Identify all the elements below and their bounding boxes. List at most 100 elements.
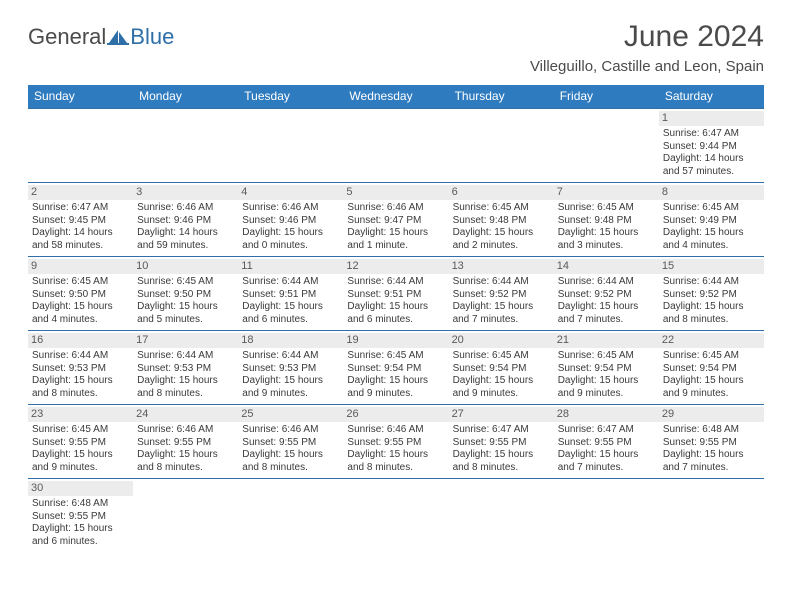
day-number: 28 <box>554 407 659 422</box>
day-sunrise: Sunrise: 6:46 AM <box>137 202 234 215</box>
day-daylight2: and 8 minutes. <box>663 314 760 327</box>
day-daylight2: and 2 minutes. <box>453 240 550 253</box>
day-details: Sunrise: 6:45 AMSunset: 9:54 PMDaylight:… <box>663 350 760 400</box>
day-sunrise: Sunrise: 6:45 AM <box>347 350 444 363</box>
day-cell: 10Sunrise: 6:45 AMSunset: 9:50 PMDayligh… <box>133 257 238 330</box>
dow-cell: Tuesday <box>238 85 343 108</box>
day-daylight1: Daylight: 15 hours <box>558 449 655 462</box>
day-sunrise: Sunrise: 6:44 AM <box>32 350 129 363</box>
day-cell: 26Sunrise: 6:46 AMSunset: 9:55 PMDayligh… <box>343 405 448 478</box>
day-details: Sunrise: 6:44 AMSunset: 9:52 PMDaylight:… <box>453 276 550 326</box>
day-number: 4 <box>238 185 343 200</box>
day-details: Sunrise: 6:48 AMSunset: 9:55 PMDaylight:… <box>32 498 129 548</box>
day-details: Sunrise: 6:44 AMSunset: 9:51 PMDaylight:… <box>347 276 444 326</box>
day-details: Sunrise: 6:46 AMSunset: 9:55 PMDaylight:… <box>242 424 339 474</box>
day-sunrise: Sunrise: 6:48 AM <box>663 424 760 437</box>
day-sunset: Sunset: 9:53 PM <box>242 363 339 376</box>
day-daylight2: and 5 minutes. <box>137 314 234 327</box>
day-sunset: Sunset: 9:55 PM <box>32 511 129 524</box>
day-details: Sunrise: 6:45 AMSunset: 9:54 PMDaylight:… <box>558 350 655 400</box>
day-sunset: Sunset: 9:48 PM <box>558 215 655 228</box>
day-details: Sunrise: 6:48 AMSunset: 9:55 PMDaylight:… <box>663 424 760 474</box>
dow-cell: Saturday <box>659 85 764 108</box>
dow-cell: Thursday <box>449 85 554 108</box>
weeks-container: 1Sunrise: 6:47 AMSunset: 9:44 PMDaylight… <box>28 108 764 552</box>
empty-day-cell <box>554 109 659 182</box>
day-cell: 5Sunrise: 6:46 AMSunset: 9:47 PMDaylight… <box>343 183 448 256</box>
dow-cell: Wednesday <box>343 85 448 108</box>
week-row: 2Sunrise: 6:47 AMSunset: 9:45 PMDaylight… <box>28 182 764 256</box>
day-daylight2: and 4 minutes. <box>32 314 129 327</box>
sail-icon <box>107 28 129 50</box>
day-sunrise: Sunrise: 6:47 AM <box>663 128 760 141</box>
empty-day-cell <box>554 479 659 552</box>
day-number: 14 <box>554 259 659 274</box>
day-daylight1: Daylight: 15 hours <box>242 449 339 462</box>
day-number: 7 <box>554 185 659 200</box>
day-sunset: Sunset: 9:49 PM <box>663 215 760 228</box>
day-sunset: Sunset: 9:54 PM <box>663 363 760 376</box>
day-daylight1: Daylight: 14 hours <box>663 153 760 166</box>
day-cell: 15 Sunrise: 6:44 AMSunset: 9:52 PMDayligh… <box>659 257 764 330</box>
day-sunset: Sunset: 9:54 PM <box>347 363 444 376</box>
day-daylight2: and 7 minutes. <box>453 314 550 327</box>
day-daylight2: and 6 minutes. <box>242 314 339 327</box>
day-sunset: Sunset: 9:55 PM <box>558 437 655 450</box>
day-daylight1: Daylight: 15 hours <box>453 301 550 314</box>
day-daylight2: and 59 minutes. <box>137 240 234 253</box>
day-sunset: Sunset: 9:51 PM <box>347 289 444 302</box>
dow-cell: Sunday <box>28 85 133 108</box>
day-daylight1: Daylight: 15 hours <box>663 449 760 462</box>
day-daylight1: Daylight: 15 hours <box>137 449 234 462</box>
day-daylight1: Daylight: 15 hours <box>137 375 234 388</box>
dow-cell: Monday <box>133 85 238 108</box>
day-daylight2: and 9 minutes. <box>32 462 129 475</box>
week-row: 23Sunrise: 6:45 AMSunset: 9:55 PMDayligh… <box>28 404 764 478</box>
empty-day-cell <box>28 109 133 182</box>
day-sunset: Sunset: 9:55 PM <box>663 437 760 450</box>
day-cell: 2Sunrise: 6:47 AMSunset: 9:45 PMDaylight… <box>28 183 133 256</box>
day-daylight1: Daylight: 15 hours <box>453 227 550 240</box>
day-details: Sunrise: 6:44 AMSunset: 9:52 PMDaylight:… <box>663 276 760 326</box>
day-daylight2: and 9 minutes. <box>663 388 760 401</box>
day-details: Sunrise: 6:46 AMSunset: 9:46 PMDaylight:… <box>242 202 339 252</box>
day-sunset: Sunset: 9:53 PM <box>137 363 234 376</box>
day-sunrise: Sunrise: 6:45 AM <box>663 350 760 363</box>
day-daylight2: and 8 minutes. <box>453 462 550 475</box>
day-sunrise: Sunrise: 6:45 AM <box>32 424 129 437</box>
empty-day-cell <box>449 479 554 552</box>
day-daylight2: and 7 minutes. <box>558 462 655 475</box>
day-sunset: Sunset: 9:55 PM <box>137 437 234 450</box>
day-daylight1: Daylight: 15 hours <box>663 227 760 240</box>
day-number: 15 <box>659 259 764 274</box>
day-details: Sunrise: 6:44 AMSunset: 9:52 PMDaylight:… <box>558 276 655 326</box>
day-cell: 17Sunrise: 6:44 AMSunset: 9:53 PMDayligh… <box>133 331 238 404</box>
day-sunrise: Sunrise: 6:44 AM <box>347 276 444 289</box>
calendar-grid: SundayMondayTuesdayWednesdayThursdayFrid… <box>28 85 764 552</box>
day-sunset: Sunset: 9:52 PM <box>453 289 550 302</box>
day-number: 21 <box>554 333 659 348</box>
empty-day-cell <box>238 109 343 182</box>
day-sunset: Sunset: 9:55 PM <box>453 437 550 450</box>
day-daylight1: Daylight: 15 hours <box>453 375 550 388</box>
day-daylight1: Daylight: 15 hours <box>558 227 655 240</box>
day-number: 12 <box>343 259 448 274</box>
day-number: 9 <box>28 259 133 274</box>
day-daylight2: and 57 minutes. <box>663 166 760 179</box>
day-details: Sunrise: 6:45 AMSunset: 9:48 PMDaylight:… <box>453 202 550 252</box>
day-cell: 13Sunrise: 6:44 AMSunset: 9:52 PMDayligh… <box>449 257 554 330</box>
day-cell: 6Sunrise: 6:45 AMSunset: 9:48 PMDaylight… <box>449 183 554 256</box>
day-daylight1: Daylight: 15 hours <box>558 301 655 314</box>
day-sunrise: Sunrise: 6:45 AM <box>32 276 129 289</box>
day-daylight1: Daylight: 15 hours <box>347 227 444 240</box>
title-block: June 2024 Villeguillo, Castille and Leon… <box>530 20 764 75</box>
day-sunset: Sunset: 9:46 PM <box>137 215 234 228</box>
day-cell: 30Sunrise: 6:48 AMSunset: 9:55 PMDayligh… <box>28 479 133 552</box>
empty-day-cell <box>343 479 448 552</box>
calendar-page: General Blue June 2024 Villeguillo, Cast… <box>0 0 792 572</box>
day-daylight2: and 8 minutes. <box>137 388 234 401</box>
day-details: Sunrise: 6:44 AMSunset: 9:53 PMDaylight:… <box>32 350 129 400</box>
day-daylight2: and 8 minutes. <box>242 462 339 475</box>
day-cell: 14 Sunrise: 6:44 AMSunset: 9:52 PMDayligh… <box>554 257 659 330</box>
day-sunrise: Sunrise: 6:48 AM <box>32 498 129 511</box>
